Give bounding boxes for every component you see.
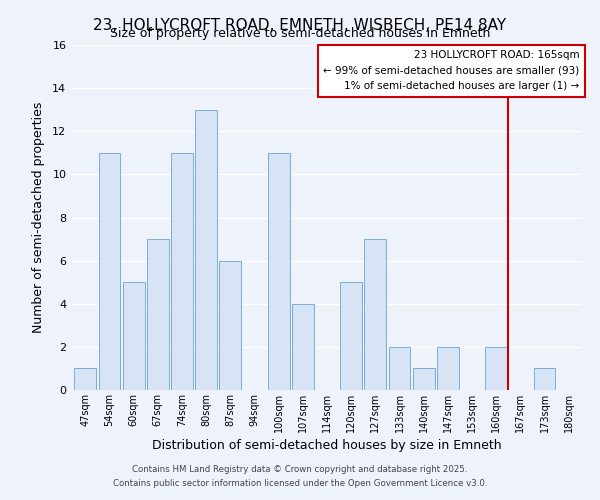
Bar — [485, 347, 507, 390]
Bar — [220, 260, 241, 390]
Bar — [195, 110, 217, 390]
Bar — [171, 153, 193, 390]
Bar — [364, 239, 386, 390]
Bar — [123, 282, 145, 390]
Bar — [340, 282, 362, 390]
Text: Contains HM Land Registry data © Crown copyright and database right 2025.
Contai: Contains HM Land Registry data © Crown c… — [113, 466, 487, 487]
Text: 23 HOLLYCROFT ROAD: 165sqm
← 99% of semi-detached houses are smaller (93)
1% of : 23 HOLLYCROFT ROAD: 165sqm ← 99% of semi… — [323, 50, 580, 92]
Bar — [74, 368, 96, 390]
Bar — [147, 239, 169, 390]
Bar — [268, 153, 290, 390]
Y-axis label: Number of semi-detached properties: Number of semi-detached properties — [32, 102, 46, 333]
Bar — [413, 368, 434, 390]
Text: Size of property relative to semi-detached houses in Emneth: Size of property relative to semi-detach… — [110, 28, 490, 40]
Bar — [98, 153, 121, 390]
Bar — [437, 347, 459, 390]
Bar — [292, 304, 314, 390]
Text: 23, HOLLYCROFT ROAD, EMNETH, WISBECH, PE14 8AY: 23, HOLLYCROFT ROAD, EMNETH, WISBECH, PE… — [94, 18, 506, 32]
Bar — [389, 347, 410, 390]
Bar — [533, 368, 556, 390]
X-axis label: Distribution of semi-detached houses by size in Emneth: Distribution of semi-detached houses by … — [152, 439, 502, 452]
